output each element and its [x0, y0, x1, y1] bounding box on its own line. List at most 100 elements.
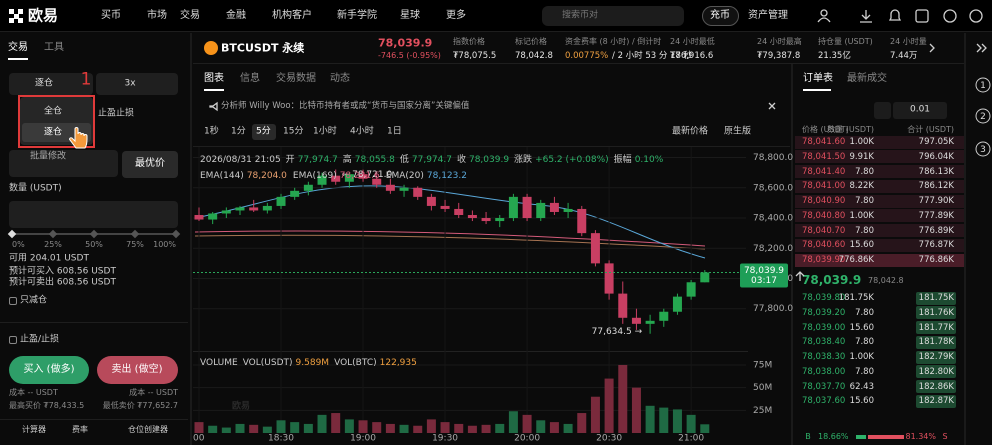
interval[interactable]: 1秒 [204, 126, 219, 137]
sidebar-number: 1 [980, 81, 986, 91]
slider-stop[interactable] [130, 229, 140, 239]
tab[interactable]: 工具 [44, 42, 64, 53]
slider-stop[interactable] [89, 229, 99, 239]
stat-label: 24 小时最高 [757, 37, 802, 46]
book-qty: 62.43 [849, 381, 874, 392]
symbol[interactable]: BTCUSDT 永续 [221, 41, 305, 55]
book-tab[interactable]: 最新成交 [847, 73, 887, 84]
best-price[interactable]: 最优价 [135, 158, 165, 169]
checkbox[interactable] [9, 297, 17, 305]
nav-item[interactable]: 新手学院 [337, 10, 377, 21]
dropdown-option[interactable]: 逐仓 [44, 127, 63, 138]
interval[interactable]: 1日 [387, 126, 402, 137]
dropdown-option[interactable]: 全仓 [44, 106, 63, 117]
ema-name: EMA(169) [293, 171, 337, 181]
vol-tick-label: 50M [753, 383, 772, 393]
buy-tag: B [805, 432, 811, 441]
price-type[interactable]: 最新价格 [672, 126, 709, 137]
book-price[interactable]: 78,038.40 [802, 337, 846, 347]
footer-link[interactable]: 仓位创建器 [128, 425, 168, 434]
sell-button[interactable] [97, 356, 178, 384]
dropdown-selected[interactable] [22, 123, 91, 142]
tpsl-select[interactable]: 止盈止损 [98, 108, 135, 119]
book-qty: 15.60 [849, 240, 874, 250]
nav-item[interactable]: 买币 [101, 10, 121, 21]
book-price[interactable]: 78,037.60 [802, 396, 846, 406]
x-tick-label: 21:00 [678, 434, 704, 444]
book-price[interactable]: 78,041.00 [802, 181, 846, 191]
price-input[interactable] [9, 150, 118, 177]
nav-item[interactable]: 更多 [446, 10, 466, 21]
book-price[interactable]: 78,041.40 [802, 166, 846, 177]
logo-icon [9, 9, 23, 23]
sidebar-badge [975, 77, 991, 93]
nav-item[interactable]: 机构客户 [272, 10, 312, 21]
nav-item[interactable]: 交易 [180, 10, 200, 21]
tick-size-box[interactable] [893, 102, 947, 119]
qty-input[interactable] [9, 201, 178, 228]
nav-item[interactable]: 星球 [400, 10, 420, 21]
tab[interactable]: 交易 [8, 42, 28, 53]
book-qty: 1.00K [849, 210, 875, 221]
book-price[interactable]: 78,038.00 [802, 366, 846, 377]
chart-version[interactable]: 原生版 [724, 126, 752, 137]
deposit-label[interactable]: 充币 [710, 10, 730, 21]
book-price[interactable]: 78,037.70 [802, 381, 846, 392]
deposit-button[interactable] [702, 6, 739, 26]
divider [964, 33, 966, 445]
interval[interactable]: 1小时 [313, 126, 337, 137]
book-price[interactable]: 78,041.60 [802, 136, 846, 147]
chart-tab[interactable]: 动态 [330, 73, 350, 84]
nav-item[interactable]: 金融 [226, 10, 246, 21]
depth-bar [916, 335, 956, 349]
best-price-button[interactable] [122, 151, 178, 178]
book-price[interactable]: 78,039.00 [802, 322, 846, 333]
nav-item[interactable]: 资产管理 [748, 10, 788, 21]
leverage-select[interactable] [96, 73, 178, 95]
sell-label[interactable]: 卖出 (做空) [111, 364, 163, 375]
interval[interactable]: 1分 [231, 126, 246, 137]
annotation-number: 1 [80, 69, 92, 90]
book-price[interactable]: 78,039.20 [802, 307, 846, 318]
margin-select[interactable] [9, 73, 93, 95]
interval[interactable]: 15分 [283, 126, 304, 137]
slider-stop[interactable] [48, 229, 58, 239]
buy-label[interactable]: 买入 (做多) [23, 364, 75, 375]
divider [190, 33, 192, 445]
book-price[interactable]: 78,040.90 [802, 195, 846, 206]
book-total: 182.79K [918, 351, 954, 362]
high-note: ← 78,721.0 [342, 170, 393, 180]
buy-button[interactable] [9, 356, 89, 384]
book-tab[interactable]: 订单表 [803, 73, 833, 84]
interval[interactable]: 5分 [256, 126, 271, 137]
book-price[interactable]: 78,041.50 [802, 151, 846, 162]
chart-tab[interactable]: 信息 [240, 73, 260, 84]
book-price[interactable]: 78,040.80 [802, 210, 846, 221]
book-price[interactable]: 78,039.90 [802, 254, 846, 265]
book-total: 786.12K [918, 181, 954, 191]
book-price[interactable]: 78,040.60 [802, 240, 846, 250]
slider-stop[interactable] [171, 229, 181, 239]
candle-body [426, 196, 436, 206]
book-price[interactable]: 78,040.70 [802, 225, 846, 236]
interval[interactable]: 4小时 [350, 126, 374, 137]
news: 分析师 Willy Woo：比特币持有者或成“货币与国家分离”关键偏值 [221, 100, 470, 111]
chart-tab[interactable]: 交易数据 [276, 73, 316, 84]
footer-link[interactable]: 费率 [72, 425, 88, 434]
slider-stop[interactable] [7, 229, 17, 239]
watermark: 欧易 [232, 400, 250, 412]
footer-link[interactable]: 计算器 [22, 425, 46, 434]
tick-size[interactable]: 0.01 [909, 104, 931, 115]
slider-label: 75% [126, 240, 144, 249]
checkbox[interactable] [9, 336, 17, 344]
search-box[interactable] [542, 6, 684, 26]
nav-item[interactable]: 市场 [147, 10, 167, 21]
ema-line [194, 185, 706, 259]
book-price[interactable]: 78,038.30 [802, 351, 846, 362]
tick-minus[interactable] [874, 102, 891, 119]
chart-tab[interactable]: 图表 [204, 73, 224, 84]
volume-bar [686, 414, 696, 433]
book-price[interactable]: 78,039.80 [802, 292, 846, 303]
candle-body [331, 175, 341, 182]
